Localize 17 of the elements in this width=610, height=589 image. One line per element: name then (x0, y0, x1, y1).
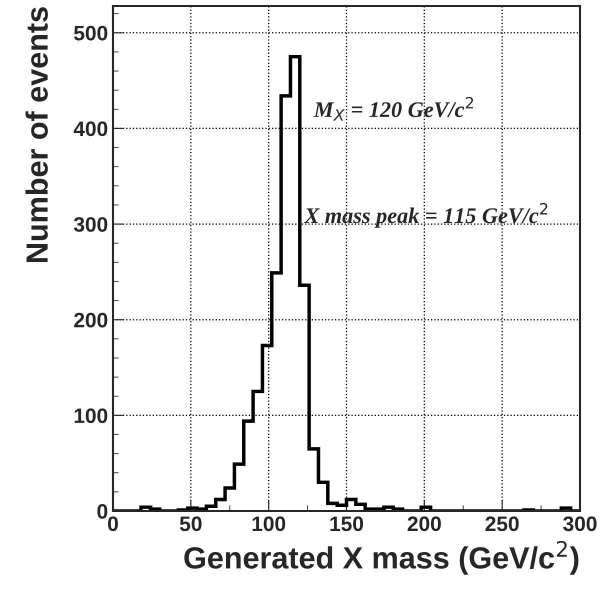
annotation: X mass peak = 115 GeV/c$^{2}$ (304, 202, 548, 228)
y-tick-label: 500 (74, 26, 108, 41)
x-tick-label: 300 (563, 516, 597, 532)
x-tick-label: 150 (330, 516, 364, 532)
x-axis-title: Generated X mass (GeV/c$^{2}$) (184, 540, 578, 575)
y-tick-label: 0 (97, 504, 108, 519)
y-tick-label: 400 (74, 121, 108, 136)
x-tick-label: 50 (180, 516, 202, 532)
x-tick-label: 250 (486, 516, 519, 532)
y-tick-label: 300 (74, 217, 108, 232)
x-tick-label: 200 (408, 516, 441, 532)
x-tick-label: 0 (108, 516, 118, 532)
y-tick-label: 200 (74, 312, 108, 328)
annotation: M$_{X}$ = 120 GeV/c$^{2}$ (314, 96, 474, 121)
x-tick-label: 100 (252, 516, 286, 532)
y-tick-label: 100 (74, 408, 108, 424)
y-axis-title: Number of events (25, 7, 48, 262)
